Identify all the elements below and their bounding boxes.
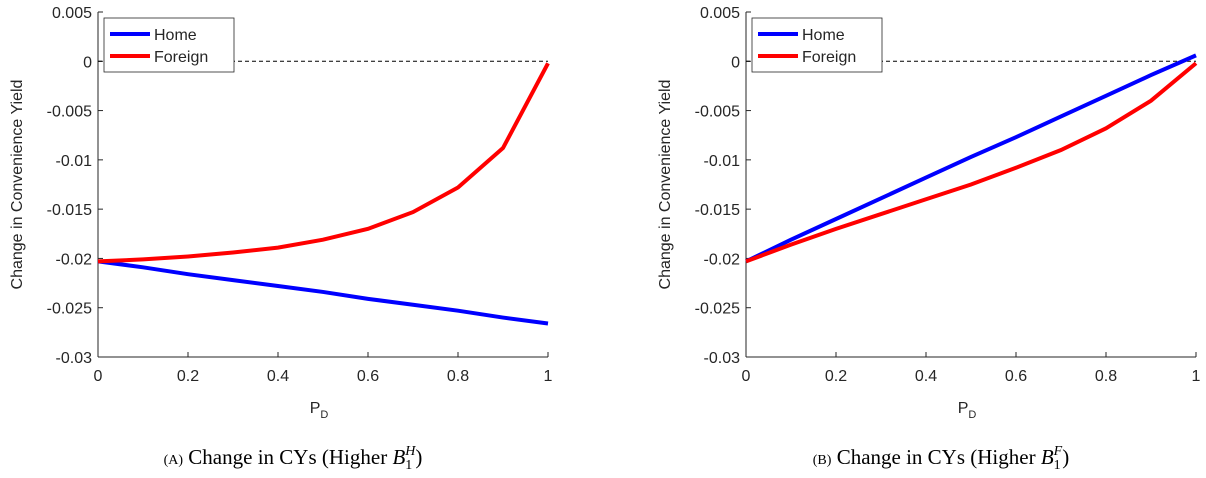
series-line	[97, 259, 549, 326]
caption-superscript: H	[404, 444, 416, 459]
x-tick-label: 0.6	[357, 368, 379, 385]
caption: (B) Change in CYs (Higher B1F)	[813, 444, 1069, 473]
y-tick-label: -0.025	[47, 301, 92, 318]
legend-label: Home	[154, 27, 197, 44]
caption-close: )	[1062, 445, 1069, 469]
x-axis-label: PD	[310, 400, 329, 421]
caption-label: (B)	[813, 453, 832, 468]
legend-box	[103, 17, 235, 73]
y-tick-label: -0.005	[47, 104, 92, 121]
y-tick-label: -0.005	[695, 104, 740, 121]
x-tick-label: 0.8	[447, 368, 469, 385]
y-tick-label: -0.03	[56, 350, 93, 367]
subplot: 0.0050-0.005-0.01-0.015-0.02-0.025-0.030…	[9, 5, 553, 473]
x-label-subscript: D	[320, 409, 328, 421]
y-tick-label: -0.015	[47, 202, 92, 219]
x-label-main: P	[310, 400, 321, 417]
x-tick-label: 0	[94, 368, 103, 385]
x-axis-label: PD	[958, 400, 977, 421]
x-tick-label: 0.4	[915, 368, 937, 385]
y-tick-label: -0.01	[56, 153, 93, 170]
caption-symbol: B	[392, 445, 405, 469]
y-tick-label: -0.03	[704, 350, 741, 367]
y-tick-label: 0.005	[700, 5, 740, 22]
y-tick-label: 0.005	[52, 5, 92, 22]
series-line	[745, 53, 1197, 264]
caption-symbol: B	[1041, 445, 1054, 469]
x-label-main: P	[958, 400, 969, 417]
y-tick-label: -0.02	[704, 251, 741, 268]
y-tick-label: 0	[83, 54, 92, 71]
series-line	[97, 62, 550, 264]
caption-subscript: 1	[1054, 458, 1061, 473]
subplot: 0.0050-0.005-0.01-0.015-0.02-0.025-0.030…	[657, 5, 1201, 473]
caption-label: (A)	[164, 453, 184, 468]
x-tick-label: 0.4	[267, 368, 289, 385]
caption-text: Change in CYs (Higher	[188, 445, 387, 469]
x-tick-label: 0.8	[1095, 368, 1117, 385]
x-tick-label: 1	[544, 368, 553, 385]
x-tick-label: 1	[1192, 368, 1201, 385]
legend-label: Foreign	[802, 49, 856, 66]
caption-subscript: 1	[405, 458, 412, 473]
x-label-subscript: D	[968, 409, 976, 421]
legend-label: Foreign	[154, 49, 208, 66]
series-line	[745, 61, 1198, 264]
y-tick-label: -0.025	[695, 301, 740, 318]
legend-box	[751, 17, 883, 73]
caption-text: Change in CYs (Higher	[837, 445, 1036, 469]
legend-label: Home	[802, 27, 845, 44]
caption-close: )	[415, 445, 422, 469]
y-tick-label: -0.015	[695, 202, 740, 219]
x-tick-label: 0	[742, 368, 751, 385]
caption: (A) Change in CYs (Higher B1H)	[164, 444, 423, 473]
caption-superscript: F	[1053, 444, 1063, 459]
x-tick-label: 0.2	[825, 368, 847, 385]
x-tick-label: 0.2	[177, 368, 199, 385]
x-tick-label: 0.6	[1005, 368, 1027, 385]
y-axis-label: Change in Convenience Yield	[657, 80, 674, 290]
y-tick-label: -0.01	[704, 153, 741, 170]
y-tick-label: 0	[731, 54, 740, 71]
y-tick-label: -0.02	[56, 251, 93, 268]
y-axis-label: Change in Convenience Yield	[9, 80, 26, 290]
